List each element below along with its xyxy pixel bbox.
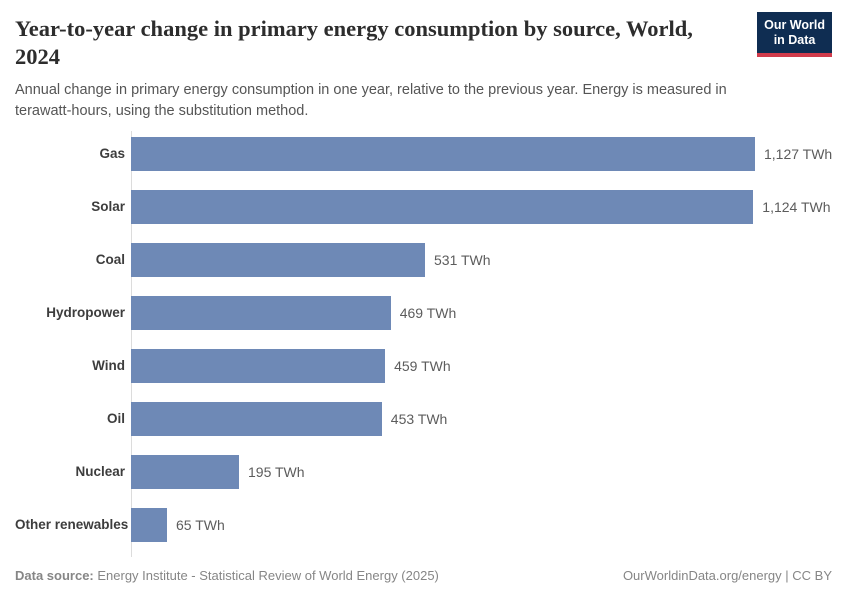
- value-label: 1,124 TWh: [762, 198, 831, 215]
- bar-row: Hydropower 469 TWh: [15, 295, 832, 330]
- category-label: Other renewables: [15, 517, 129, 533]
- bar-track: 469 TWh: [131, 295, 832, 330]
- data-source-text: Energy Institute - Statistical Review of…: [93, 567, 439, 583]
- credit-link[interactable]: OurWorldinData.org/energy | CC BY: [622, 567, 832, 583]
- value-label: 469 TWh: [399, 304, 457, 321]
- bar-row: Nuclear 195 TWh: [15, 454, 832, 489]
- bar[interactable]: [131, 189, 754, 224]
- value-label: 195 TWh: [248, 463, 305, 480]
- category-label: Oil: [106, 411, 125, 427]
- bar[interactable]: [131, 136, 755, 171]
- bar-row: Wind 459 TWh: [15, 348, 832, 383]
- bar-track: 1,127 TWh: [131, 136, 833, 171]
- bar-row: Coal 531 TWh: [15, 242, 832, 277]
- category-label: Solar: [91, 199, 125, 215]
- page-subtitle: Annual change in primary energy consumpt…: [15, 81, 727, 119]
- value-label: 531 TWh: [434, 251, 491, 268]
- bar-row: Solar 1,124 TWh: [15, 189, 832, 224]
- bar-row: Oil 453 TWh: [15, 401, 832, 436]
- page-title: Year-to-year change in primary energy co…: [15, 16, 693, 70]
- category-label: Wind: [92, 358, 125, 374]
- data-source: Data source: Energy Institute - Statisti…: [15, 568, 439, 585]
- bar-track: 531 TWh: [131, 242, 832, 277]
- y-axis-line: [131, 130, 132, 557]
- chart-footer: Data source: Energy Institute - Statisti…: [15, 568, 832, 585]
- logo-line-2: in Data: [773, 33, 816, 47]
- bar-chart: Gas 1,127 TWh Solar 1,124 TWh Coal 531 TWh Hyd…: [15, 130, 833, 557]
- bar-track: 65 TWh: [131, 507, 832, 542]
- bar[interactable]: [131, 401, 382, 436]
- bar-track: 453 TWh: [131, 401, 832, 436]
- category-label: Coal: [95, 252, 125, 268]
- category-label: Gas: [99, 146, 125, 162]
- bar-track: 1,124 TWh: [131, 189, 832, 224]
- category-label: Hydropower: [46, 305, 125, 321]
- bar[interactable]: [131, 507, 167, 542]
- data-source-label: Data source:: [15, 567, 94, 583]
- owid-logo[interactable]: Our World in Data: [757, 12, 832, 57]
- value-label: 1,127 TWh: [764, 145, 833, 162]
- logo-line-1: Our World: [764, 18, 825, 32]
- header-text: Year-to-year change in primary energy co…: [15, 12, 741, 122]
- bar[interactable]: [131, 242, 425, 277]
- bar[interactable]: [131, 348, 386, 383]
- value-label: 459 TWh: [394, 357, 451, 374]
- bar-row: Other renewables 65 TWh: [15, 507, 832, 542]
- value-label: 65 TWh: [176, 516, 225, 533]
- category-label: Nuclear: [75, 464, 125, 480]
- bar-track: 459 TWh: [131, 348, 832, 383]
- bar-row: Gas 1,127 TWh: [15, 136, 833, 171]
- bar[interactable]: [131, 454, 239, 489]
- bar-rows: Gas 1,127 TWh Solar 1,124 TWh Coal 531 TWh Hyd…: [15, 130, 833, 557]
- bar-track: 195 TWh: [131, 454, 832, 489]
- bar[interactable]: [131, 295, 391, 330]
- chart-header: Year-to-year change in primary energy co…: [15, 12, 832, 122]
- value-label: 453 TWh: [390, 410, 448, 427]
